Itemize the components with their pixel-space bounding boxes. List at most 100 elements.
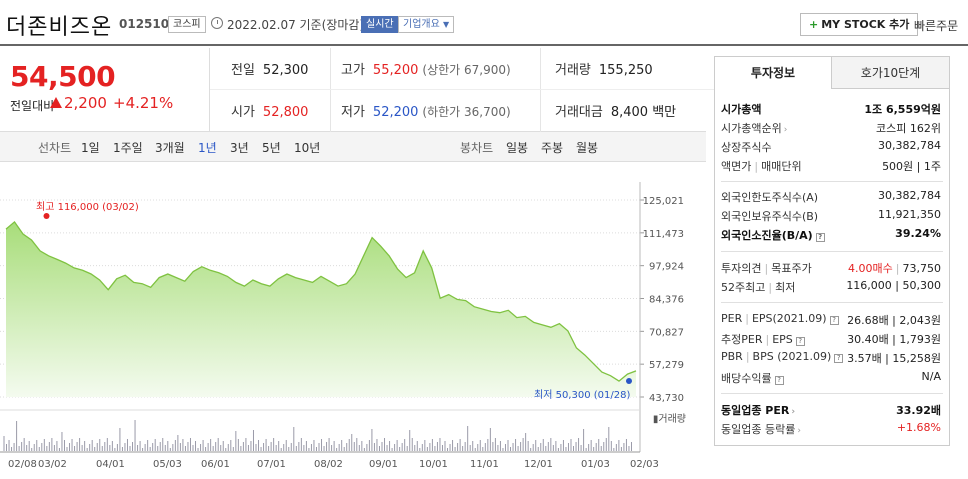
- dividend-row: 배당수익률? N/A: [721, 370, 941, 385]
- high-marker: [43, 213, 50, 219]
- divider: [721, 181, 943, 182]
- x-tick-label: 07/01: [257, 459, 286, 470]
- y-tick-label: 57,279: [649, 360, 684, 371]
- x-tick-label: 03/02: [38, 459, 67, 470]
- help-icon[interactable]: ?: [829, 316, 839, 325]
- x-tick-label: 05/03: [153, 459, 182, 470]
- par-value-row: 액면가 | 매매단위 500원 | 1주: [721, 160, 941, 173]
- realtime-button[interactable]: 실시간: [361, 16, 399, 33]
- est-per-eps-row: 추정PER | EPS? 30.40배 | 1,793원: [721, 333, 941, 346]
- tab-period-3y[interactable]: 3년: [230, 141, 249, 155]
- x-tick-label: 10/01: [419, 459, 448, 470]
- chart-period-tabs: 선차트 1일 1주일 3개월 1년 3년 5년 10년 봉차트 일봉 주봉 월봉: [0, 132, 706, 162]
- high-price: 고가 55,200 (상한가 67,900): [341, 63, 511, 78]
- divider: [210, 89, 916, 90]
- quick-order-link[interactable]: 빠른주문: [914, 19, 959, 33]
- up-triangle-icon: [50, 97, 62, 108]
- y-tick-label: 70,827: [649, 327, 684, 338]
- tab-candle-chart[interactable]: 봉차트: [460, 141, 494, 155]
- trade-amount: 거래대금 8,400 백만: [555, 105, 677, 120]
- tab-candle-month[interactable]: 월봉: [576, 141, 599, 155]
- price-summary: 54,500 전일대비 2,200 +4.21% 전일 52,300 고가 55,2…: [0, 48, 916, 132]
- price-change-value: 2,200: [64, 94, 107, 112]
- open-price: 시가 52,800: [231, 105, 309, 120]
- stock-header: 더존비즈온 012510 코스피 2022.02.07 기준(장마감) 실시간 …: [0, 0, 968, 46]
- x-tick-label: 04/01: [96, 459, 125, 470]
- company-name: 더존비즈온: [6, 15, 113, 40]
- side-tabs: 투자정보 호가10단계: [715, 57, 949, 89]
- y-tick-label: 43,730: [649, 393, 684, 404]
- volume: 거래량 155,250: [555, 63, 653, 78]
- y-tick-label: 125,021: [643, 196, 684, 207]
- tab-period-3m[interactable]: 3개월: [155, 141, 185, 155]
- per-eps-row: PER | EPS(2021.09)? 26.68배 | 2,043원: [721, 312, 941, 327]
- market-cap-row: 시가총액 1조 6,559억원: [721, 103, 941, 116]
- x-tick-label: 01/03: [581, 459, 610, 470]
- tab-line-chart[interactable]: 선차트: [38, 141, 72, 155]
- add-my-stock-button[interactable]: + MY STOCK 추가: [800, 13, 919, 36]
- volume-label: ▮거래량: [653, 413, 686, 425]
- x-tick-label: 02/08: [8, 459, 37, 470]
- divider: [330, 48, 331, 132]
- price-chart-svg: 125,021 111,473 97,924 84,376 70,827 57,279 43…: [0, 182, 686, 470]
- x-tick-label: 06/01: [201, 459, 230, 470]
- tab-candle-day[interactable]: 일봉: [506, 141, 529, 155]
- stock-code: 012510: [119, 17, 170, 31]
- price-area: [6, 221, 636, 397]
- foreign-limit-row: 외국인한도주식수(A) 30,382,784: [721, 189, 941, 204]
- reference-date: 2022.02.07 기준(장마감): [227, 18, 365, 32]
- price-change-percent: +4.21%: [113, 94, 174, 112]
- sector-per-row[interactable]: 동일업종 PER › 33.92배: [721, 404, 941, 417]
- help-icon[interactable]: ?: [774, 376, 784, 385]
- tab-candle-week[interactable]: 주봉: [541, 141, 564, 155]
- chevron-down-icon: ▼: [443, 20, 450, 29]
- help-icon[interactable]: ?: [795, 337, 805, 346]
- divider: [721, 393, 943, 394]
- help-icon[interactable]: ?: [815, 233, 825, 242]
- add-my-stock-label: MY STOCK 추가: [821, 18, 910, 31]
- chevron-right-icon: ›: [797, 426, 801, 436]
- x-tick-label: 02/03: [630, 459, 659, 470]
- divider: [540, 48, 541, 132]
- company-overview-label: 기업개요: [403, 19, 440, 30]
- plus-icon: +: [809, 18, 819, 31]
- price-chart[interactable]: 125,021 111,473 97,924 84,376 70,827 57,279 43…: [0, 162, 706, 479]
- price-change: 2,200: [50, 94, 107, 112]
- tab-period-10y[interactable]: 10년: [294, 141, 321, 155]
- tab-period-1w[interactable]: 1주일: [113, 141, 143, 155]
- tab-period-1y[interactable]: 1년: [198, 141, 217, 155]
- tab-period-5y[interactable]: 5년: [262, 141, 281, 155]
- market-cap-rank-row[interactable]: 시가총액순위 › 코스피 162위: [721, 122, 941, 135]
- chevron-right-icon: ›: [783, 125, 788, 135]
- y-tick-label: 97,924: [649, 262, 684, 273]
- market-badge: 코스피: [168, 16, 206, 33]
- x-tick-label: 12/01: [524, 459, 553, 470]
- tab-investment-info[interactable]: 투자정보: [715, 57, 832, 89]
- low-marker: [626, 378, 632, 384]
- tab-period-1d[interactable]: 1일: [81, 141, 100, 155]
- opinion-row: 투자의견 | 목표주가 4.00매수 | 73,750: [721, 262, 941, 275]
- x-tick-label: 11/01: [470, 459, 499, 470]
- help-icon[interactable]: ?: [834, 354, 844, 363]
- foreign-holdings-row: 외국인보유주식수(B) 11,921,350: [721, 208, 941, 223]
- divider: [721, 302, 943, 303]
- x-tick-label: 09/01: [369, 459, 398, 470]
- company-overview-dropdown[interactable]: 기업개요 ▼: [398, 16, 455, 33]
- current-price: 54,500: [10, 60, 116, 93]
- divider: [721, 251, 943, 252]
- y-tick-label: 111,473: [643, 229, 684, 240]
- change-label: 전일대비: [10, 99, 55, 113]
- y-tick-label: 84,376: [649, 295, 684, 306]
- sector-change-row[interactable]: 동일업종 등락률 › +1.68%: [721, 421, 941, 436]
- tab-quote-10[interactable]: 호가10단계: [832, 57, 949, 89]
- foreign-ratio-row: 외국인소진율(B/A)? 39.24%: [721, 227, 941, 242]
- low-annotation: 최저 50,300 (01/28): [534, 389, 630, 401]
- week52-row: 52주최고 | 최저 116,000 | 50,300: [721, 279, 941, 294]
- x-tick-label: 08/02: [314, 459, 343, 470]
- chevron-right-icon: ›: [791, 407, 796, 417]
- investment-info-panel: 투자정보 호가10단계 시가총액 1조 6,559억원 시가총액순위 › 코스피 16…: [714, 56, 950, 446]
- price-line: [5, 220, 637, 382]
- high-annotation: 최고 116,000 (03/02): [36, 201, 139, 213]
- current-price-panel: 54,500 전일대비 2,200 +4.21%: [0, 48, 210, 132]
- prev-close: 전일 52,300: [231, 63, 309, 78]
